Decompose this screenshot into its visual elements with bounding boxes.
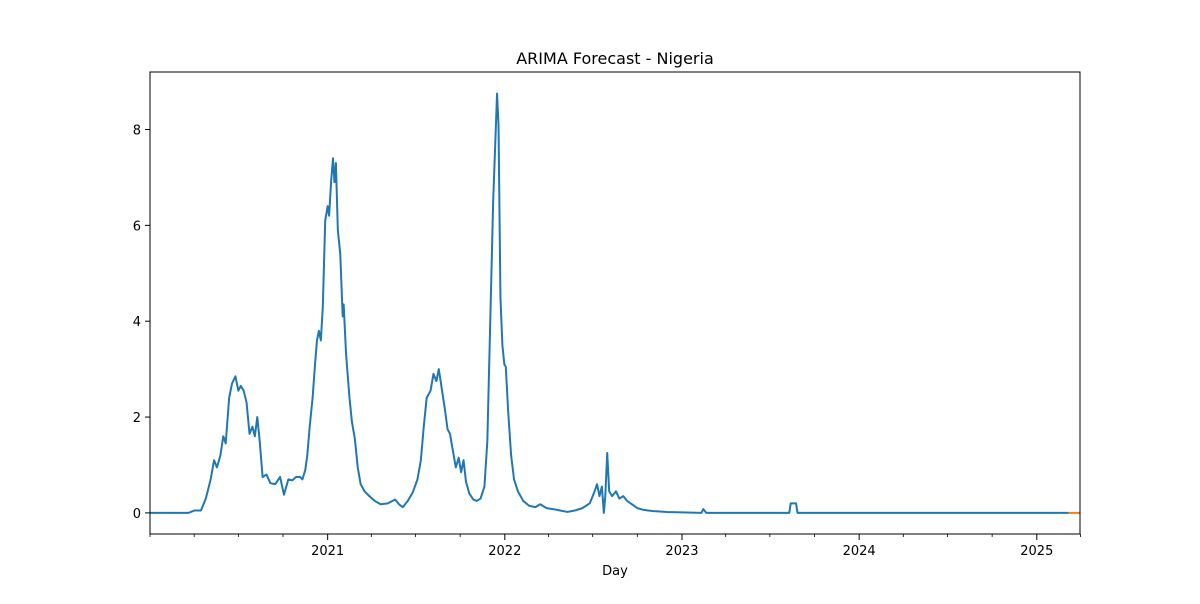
plot-area	[150, 92, 1080, 514]
plot-frame	[149, 71, 1081, 535]
chart-title: ARIMA Forecast - Nigeria	[516, 49, 714, 68]
axes: 0 2 4 6 8 2021 2022 2023 2024 2025	[133, 124, 1081, 559]
x-tick-label: 2022	[488, 544, 521, 559]
y-tick-label: 4	[133, 315, 141, 330]
x-tick-label: 2023	[665, 544, 698, 559]
y-tick-label: 8	[133, 124, 141, 139]
y-tick-label: 0	[133, 507, 141, 522]
x-tick-label: 2024	[843, 544, 876, 559]
y-tick-label: 6	[133, 219, 141, 234]
x-tick-label: 2021	[311, 544, 344, 559]
y-tick-label: 2	[133, 411, 141, 426]
x-tick-label: 2025	[1020, 544, 1053, 559]
x-axis-label: Day	[602, 564, 628, 579]
series-line-observed	[150, 92, 1069, 514]
